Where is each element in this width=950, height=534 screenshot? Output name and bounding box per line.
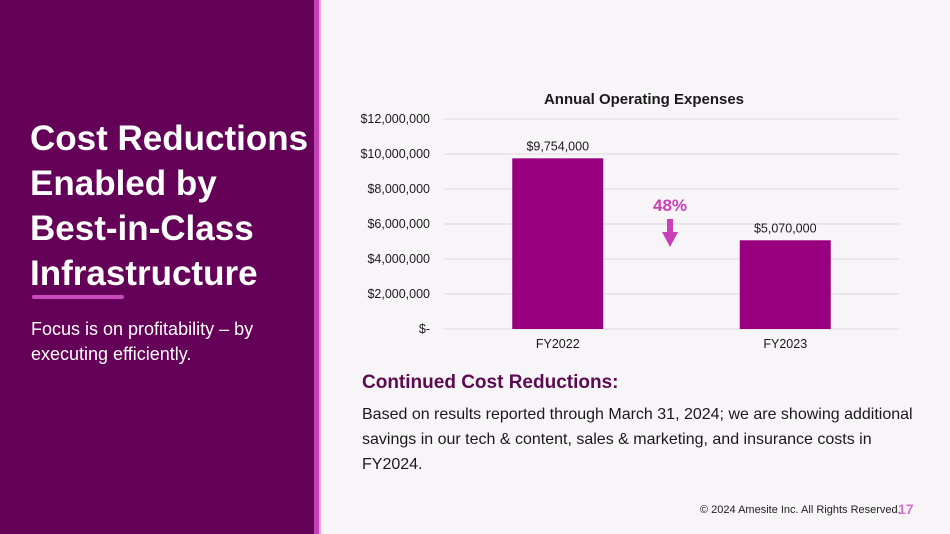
page-number: 17 <box>898 501 914 517</box>
bar-fy2023 <box>739 240 831 329</box>
title-divider <box>32 295 124 299</box>
copyright-footer: © 2024 Amesite Inc. All Rights Reserved. <box>700 504 901 516</box>
chart-title: Annual Operating Expenses <box>544 91 744 108</box>
x-tick-label: FY2022 <box>536 337 580 351</box>
y-tick-label: $8,000,000 <box>367 182 430 196</box>
data-label: $5,070,000 <box>754 221 817 235</box>
down-arrow-icon <box>662 219 678 247</box>
y-tick-label: $4,000,000 <box>367 252 430 266</box>
left-panel <box>0 0 314 534</box>
y-tick-label: $10,000,000 <box>360 147 430 161</box>
bars: $9,754,000 FY2022 $5,070,000 FY2023 <box>512 139 831 351</box>
body-text: Based on results reported through March … <box>362 406 913 473</box>
y-tick-label: $2,000,000 <box>367 287 430 301</box>
y-tick-label: $- <box>419 322 430 336</box>
annotation: 48% <box>653 196 687 247</box>
accent-stripe-light <box>319 0 321 534</box>
section-heading: Continued Cost Reductions: <box>362 372 619 393</box>
slide-subtitle: Focus is on profitability – by executing… <box>31 319 254 364</box>
y-tick-label: $12,000,000 <box>360 112 430 126</box>
y-tick-label: $6,000,000 <box>367 217 430 231</box>
reduction-percent-label: 48% <box>653 196 687 215</box>
slide-title: Cost Reductions Enabled by Best-in-Class… <box>30 119 309 293</box>
x-tick-label: FY2023 <box>763 337 807 351</box>
bar-fy2022 <box>512 158 604 329</box>
accent-stripe <box>314 0 319 534</box>
operating-expenses-chart: Annual Operating Expenses $- $2,000,000 $4… <box>360 91 899 351</box>
data-label: $9,754,000 <box>526 139 589 153</box>
y-axis-ticks: $- $2,000,000 $4,000,000 $6,000,000 $8,000,0… <box>360 112 430 336</box>
